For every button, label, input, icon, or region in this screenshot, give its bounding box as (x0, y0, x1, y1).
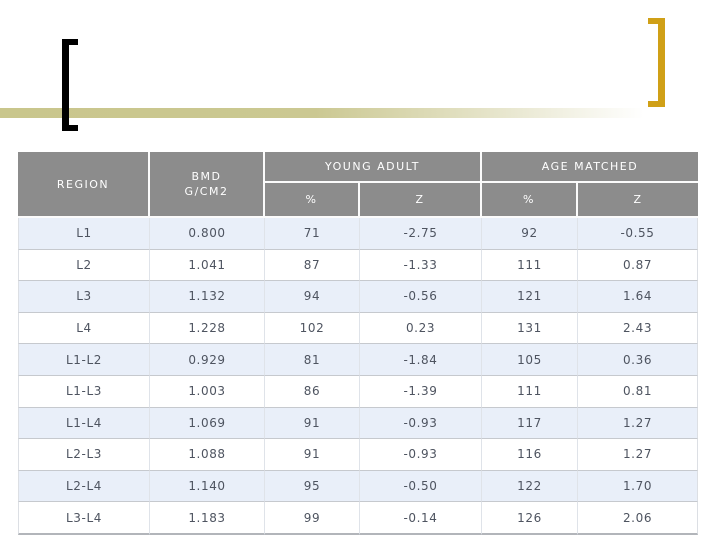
cell-young-adult-z: -0.50 (360, 470, 482, 503)
cell-young-adult-percent: 94 (265, 281, 360, 313)
cell-young-adult-percent: 81 (265, 344, 360, 376)
cell-age-matched-percent: 121 (482, 281, 578, 313)
accent-band-decoration (0, 108, 700, 118)
right-bracket-decoration (648, 18, 665, 107)
cell-region: L1-L4 (18, 407, 150, 440)
subheader-young-adult-z: Z (360, 183, 482, 218)
table-row: L2-L4 1.140 95 -0.50 122 1.70 (18, 470, 699, 503)
cell-young-adult-z: -1.33 (360, 249, 482, 282)
table-row: L2 1.041 87 -1.33 111 0.87 (18, 249, 699, 282)
cell-age-matched-z: -0.55 (578, 218, 699, 250)
column-header-bmd: BMD G/CM2 (150, 152, 265, 218)
cell-bmd: 1.140 (150, 470, 265, 503)
cell-bmd: 1.228 (150, 312, 265, 345)
cell-young-adult-percent: 102 (265, 312, 360, 345)
table-row: L1-L4 1.069 91 -0.93 117 1.27 (18, 407, 699, 440)
cell-bmd: 1.183 (150, 502, 265, 535)
cell-region: L1-L2 (18, 344, 150, 376)
cell-young-adult-z: -0.93 (360, 439, 482, 471)
bmd-results-table: REGION BMD G/CM2 YOUNG ADULT AGE MATCHED… (18, 152, 699, 535)
cell-age-matched-z: 2.06 (578, 502, 699, 535)
cell-age-matched-z: 2.43 (578, 312, 699, 345)
left-bracket-decoration (62, 39, 78, 131)
cell-age-matched-z: 1.27 (578, 439, 699, 471)
table-row: L4 1.228 102 0.23 131 2.43 (18, 312, 699, 345)
cell-region: L3 (18, 281, 150, 313)
cell-young-adult-z: 0.23 (360, 312, 482, 345)
cell-region: L2-L4 (18, 470, 150, 503)
cell-region: L2 (18, 249, 150, 282)
cell-age-matched-z: 0.81 (578, 375, 699, 408)
cell-age-matched-percent: 126 (482, 502, 578, 535)
column-header-bmd-line2: G/CM2 (184, 185, 229, 198)
cell-region: L1-L3 (18, 375, 150, 408)
cell-young-adult-percent: 91 (265, 439, 360, 471)
cell-young-adult-z: -0.56 (360, 281, 482, 313)
cell-age-matched-percent: 131 (482, 312, 578, 345)
cell-bmd: 0.800 (150, 218, 265, 250)
cell-age-matched-z: 1.27 (578, 407, 699, 440)
cell-age-matched-z: 0.87 (578, 249, 699, 282)
cell-bmd: 0.929 (150, 344, 265, 376)
cell-young-adult-percent: 86 (265, 375, 360, 408)
cell-age-matched-percent: 105 (482, 344, 578, 376)
cell-young-adult-z: -0.14 (360, 502, 482, 535)
table-row: L1-L2 0.929 81 -1.84 105 0.36 (18, 344, 699, 376)
subheader-age-matched-percent: % (482, 183, 578, 218)
column-header-bmd-line1: BMD (191, 169, 222, 183)
cell-young-adult-z: -0.93 (360, 407, 482, 440)
cell-region: L3-L4 (18, 502, 150, 535)
cell-bmd: 1.088 (150, 439, 265, 471)
cell-bmd: 1.069 (150, 407, 265, 440)
column-header-young-adult: YOUNG ADULT (265, 152, 482, 183)
table-header-row-top: REGION BMD G/CM2 YOUNG ADULT AGE MATCHED (18, 152, 699, 218)
cell-age-matched-percent: 117 (482, 407, 578, 440)
cell-young-adult-z: -2.75 (360, 218, 482, 250)
cell-young-adult-z: -1.39 (360, 375, 482, 408)
cell-age-matched-percent: 122 (482, 470, 578, 503)
table-row: L1-L3 1.003 86 -1.39 111 0.81 (18, 375, 699, 408)
column-header-region: REGION (18, 152, 150, 218)
cell-age-matched-z: 0.36 (578, 344, 699, 376)
cell-region: L1 (18, 218, 150, 250)
cell-young-adult-percent: 95 (265, 470, 360, 503)
cell-bmd: 1.003 (150, 375, 265, 408)
subheader-young-adult-percent: % (265, 183, 360, 218)
subheader-age-matched-z: Z (578, 183, 699, 218)
column-header-age-matched: AGE MATCHED (482, 152, 699, 183)
table-row: L1 0.800 71 -2.75 92 -0.55 (18, 218, 699, 250)
cell-young-adult-percent: 71 (265, 218, 360, 250)
table-row: L3 1.132 94 -0.56 121 1.64 (18, 281, 699, 313)
cell-age-matched-percent: 92 (482, 218, 578, 250)
cell-young-adult-z: -1.84 (360, 344, 482, 376)
cell-young-adult-percent: 87 (265, 249, 360, 282)
cell-age-matched-z: 1.70 (578, 470, 699, 503)
cell-age-matched-z: 1.64 (578, 281, 699, 313)
cell-region: L4 (18, 312, 150, 345)
cell-young-adult-percent: 91 (265, 407, 360, 440)
table-row: L2-L3 1.088 91 -0.93 116 1.27 (18, 439, 699, 471)
table-row: L3-L4 1.183 99 -0.14 126 2.06 (18, 502, 699, 535)
cell-region: L2-L3 (18, 439, 150, 471)
cell-age-matched-percent: 116 (482, 439, 578, 471)
cell-age-matched-percent: 111 (482, 249, 578, 282)
cell-bmd: 1.132 (150, 281, 265, 313)
table-header-row-sub: % Z % Z (18, 183, 699, 218)
cell-bmd: 1.041 (150, 249, 265, 282)
cell-young-adult-percent: 99 (265, 502, 360, 535)
cell-age-matched-percent: 111 (482, 375, 578, 408)
